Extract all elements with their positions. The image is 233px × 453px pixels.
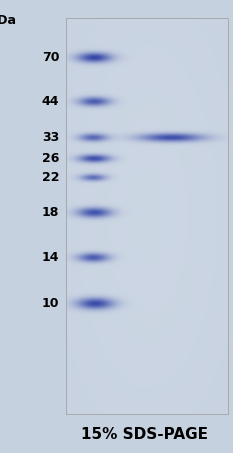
Text: 70: 70 — [42, 51, 59, 64]
Bar — [66, 18, 228, 414]
Text: 14: 14 — [42, 251, 59, 265]
Text: 22: 22 — [42, 171, 59, 184]
Text: 26: 26 — [42, 152, 59, 165]
Text: 18: 18 — [42, 206, 59, 219]
Text: kDa: kDa — [0, 14, 16, 27]
Text: 33: 33 — [42, 130, 59, 144]
Text: 44: 44 — [42, 95, 59, 108]
Text: 15% SDS-PAGE: 15% SDS-PAGE — [81, 427, 208, 442]
Text: 10: 10 — [42, 297, 59, 310]
